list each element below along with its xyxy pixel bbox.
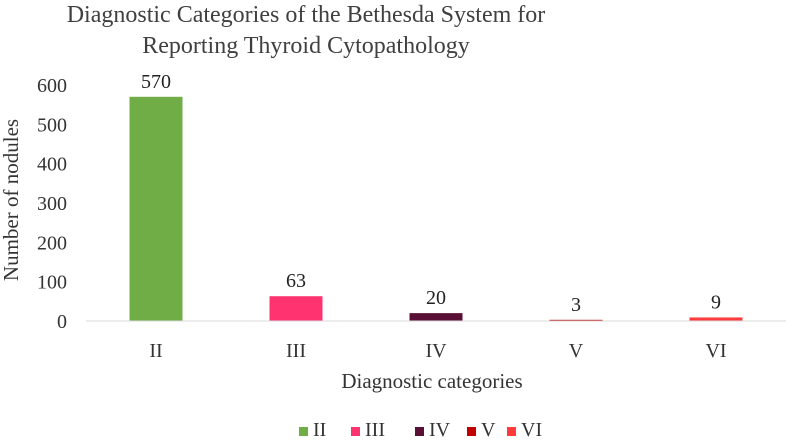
bar-iv (409, 313, 463, 321)
x-axis-label: Diagnostic categories (341, 369, 522, 393)
legend-label-v: V (481, 419, 496, 441)
data-label-v: 3 (571, 294, 581, 316)
chart-title-line-2: Reporting Thyroid Cytopathology (142, 33, 470, 59)
legend-swatch-ii (299, 427, 308, 436)
data-labels-group: 570 63 20 3 9 (141, 71, 721, 316)
x-tick-label-iv: IV (425, 340, 447, 362)
y-tick-label: 200 (37, 232, 67, 254)
legend: II III IV V VI (299, 419, 542, 441)
y-tick-label: 0 (57, 311, 67, 333)
y-axis-label: Number of nodules (0, 119, 23, 281)
legend-swatch-v (467, 427, 476, 436)
y-tick-label: 600 (37, 75, 67, 97)
bar-v (549, 319, 603, 321)
bar-iii (269, 296, 323, 321)
y-tick-label: 300 (37, 193, 67, 215)
x-tick-label-vi: VI (705, 340, 726, 362)
data-label-ii: 570 (141, 71, 171, 93)
bars-group (129, 96, 743, 321)
x-tick-label-iii: III (286, 340, 306, 362)
legend-label-ii: II (313, 419, 326, 441)
x-tick-label-ii: II (149, 340, 162, 362)
legend-swatch-iii (351, 427, 360, 436)
legend-label-vi: VI (521, 419, 542, 441)
x-tick-label-v: V (569, 340, 584, 362)
legend-label-iii: III (365, 419, 385, 441)
data-label-iv: 20 (426, 287, 446, 309)
legend-swatch-iv (415, 427, 424, 436)
y-tick-label: 100 (37, 272, 67, 294)
bar-vi (689, 317, 743, 321)
x-axis-ticks: II III IV V VI (149, 340, 726, 362)
y-tick-label: 500 (37, 114, 67, 136)
chart-title-line-1: Diagnostic Categories of the Bethesda Sy… (67, 2, 546, 28)
legend-label-iv: IV (429, 419, 451, 441)
bar-ii (129, 96, 183, 321)
y-tick-label: 400 (37, 154, 67, 176)
data-label-vi: 9 (711, 291, 721, 313)
legend-swatch-vi (507, 427, 516, 436)
y-axis-ticks: 0 100 200 300 400 500 600 (37, 75, 67, 333)
data-label-iii: 63 (286, 270, 306, 292)
